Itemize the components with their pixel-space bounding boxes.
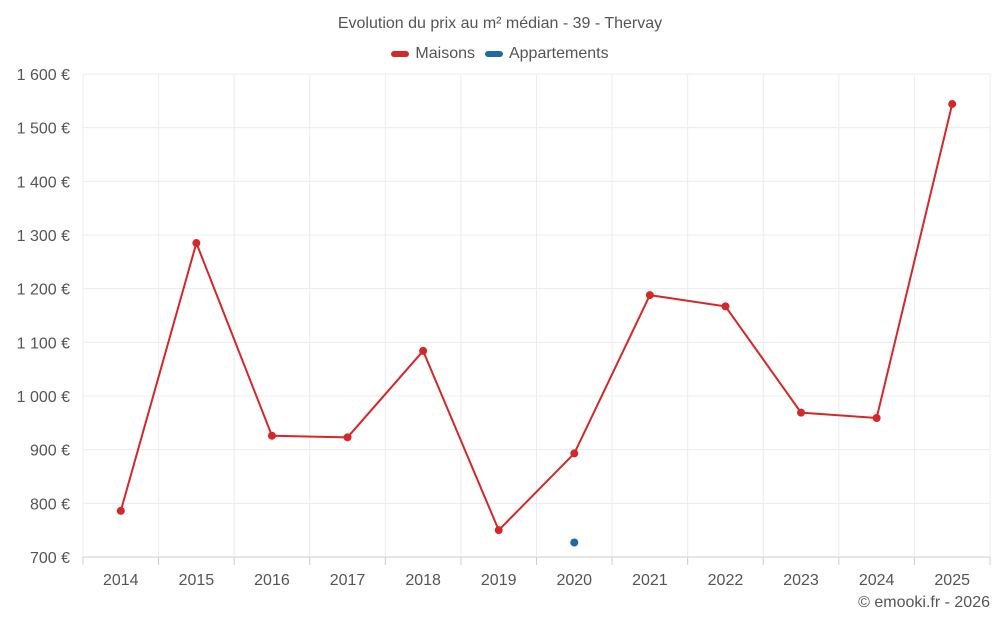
credit: © emooki.fr - 2026 xyxy=(858,594,990,611)
data-point-maisons-2015 xyxy=(192,239,201,248)
x-tick-label: 2021 xyxy=(632,572,668,589)
series-line-maisons xyxy=(119,103,954,532)
x-tick-label: 2020 xyxy=(556,572,592,589)
legend-label-maisons: Maisons xyxy=(415,45,475,62)
legend-item-appartements[interactable]: Appartements xyxy=(484,45,609,63)
y-tick-label: 800 € xyxy=(30,496,70,513)
y-tick-label: 900 € xyxy=(30,443,70,460)
grid xyxy=(82,73,991,558)
data-point-maisons-2025 xyxy=(948,100,957,109)
x-tick-label: 2023 xyxy=(783,572,819,589)
y-tick-label: 1 100 € xyxy=(17,335,70,352)
legend: Maisons Appartements xyxy=(0,45,1000,63)
y-tick-label: 1 600 € xyxy=(17,67,70,84)
data-point-maisons-2022 xyxy=(721,302,730,311)
data-point-maisons-2024 xyxy=(872,414,881,423)
x-tick-label: 2025 xyxy=(934,572,970,589)
legend-label-appartements: Appartements xyxy=(508,45,609,62)
data-point-maisons-2023 xyxy=(797,408,806,417)
data-point-maisons-2014 xyxy=(116,506,125,515)
data-point-maisons-2020 xyxy=(570,449,579,458)
x-tick-label: 2024 xyxy=(859,572,895,589)
x-tick-label: 2017 xyxy=(330,572,366,589)
legend-item-maisons[interactable]: Maisons xyxy=(391,45,475,63)
y-tick-label: 1 000 € xyxy=(17,389,70,406)
data-point-maisons-2018 xyxy=(419,346,428,355)
series xyxy=(116,100,957,547)
data-point-maisons-2019 xyxy=(494,526,503,535)
data-point-appartements-2020 xyxy=(570,538,579,547)
data-point-maisons-2016 xyxy=(267,431,276,440)
x-tick-label: 2015 xyxy=(179,572,215,589)
x-tick-label: 2016 xyxy=(254,572,290,589)
y-tick-label: 1 500 € xyxy=(17,121,70,138)
y-tick-label: 1 400 € xyxy=(17,174,70,191)
data-point-maisons-2021 xyxy=(645,291,654,300)
legend-swatch-appartements xyxy=(484,51,503,57)
x-tick-label: 2022 xyxy=(708,572,744,589)
x-tick-label: 2018 xyxy=(405,572,441,589)
y-tick-label: 1 200 € xyxy=(17,282,70,299)
legend-swatch-maisons xyxy=(391,51,410,57)
data-point-maisons-2017 xyxy=(343,433,352,442)
chart-title: Evolution du prix au m² médian - 39 - Th… xyxy=(337,15,663,32)
y-tick-label: 700 € xyxy=(30,550,70,567)
x-tick-label: 2019 xyxy=(481,572,517,589)
axes: 700 € 800 € 900 € 1 000 € 1 100 € 1 200 € 1 30… xyxy=(17,67,991,589)
x-tick-label: 2014 xyxy=(103,572,139,589)
y-tick-label: 1 300 € xyxy=(17,228,70,245)
